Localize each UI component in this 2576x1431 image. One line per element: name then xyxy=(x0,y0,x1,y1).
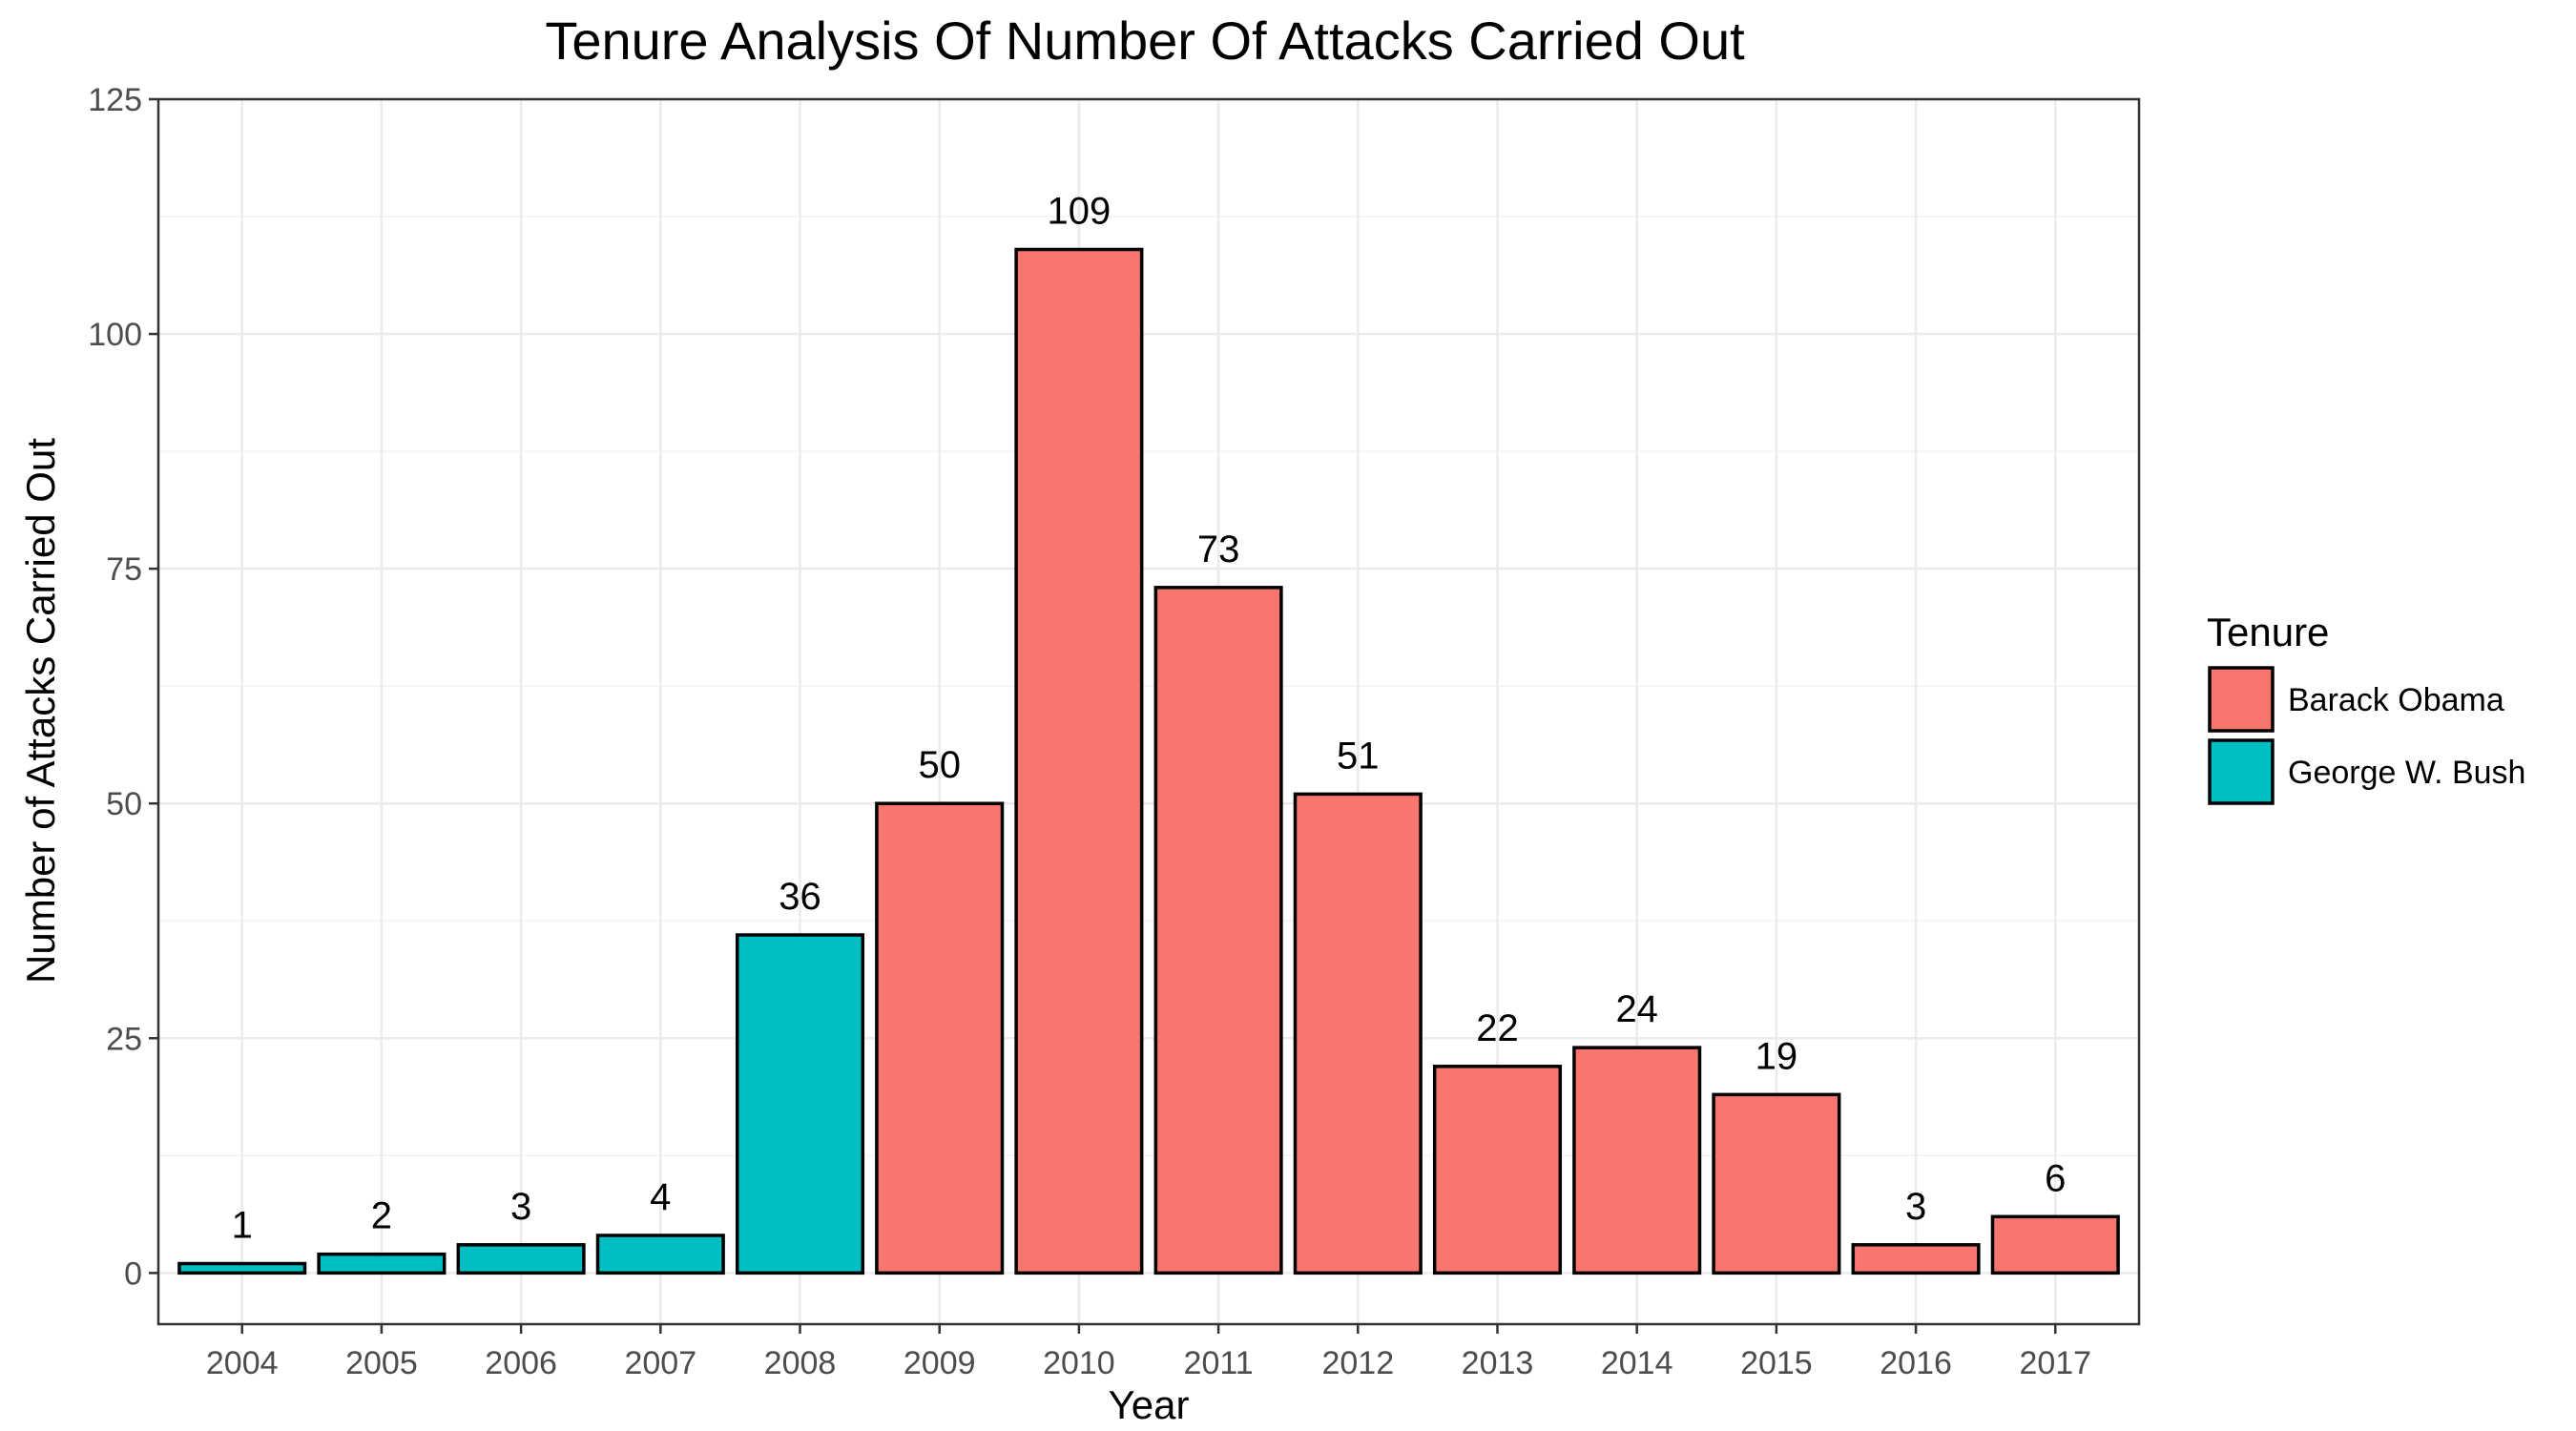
legend-title: Tenure xyxy=(2207,610,2329,654)
bar-2010 xyxy=(1014,247,1144,1275)
legend-key xyxy=(2208,738,2275,805)
bar-2008 xyxy=(735,933,865,1275)
bar-value-label: 109 xyxy=(1048,190,1111,232)
y-axis-title: Number of Attacks Carried Out xyxy=(18,438,63,984)
bar-2016 xyxy=(1851,1243,1981,1275)
bar-value-label: 1 xyxy=(232,1205,253,1247)
x-tick-label: 2011 xyxy=(1184,1345,1254,1381)
y-tick-label: 75 xyxy=(106,551,142,588)
bar-value-label: 2 xyxy=(371,1195,392,1237)
bar-value-label: 6 xyxy=(2045,1157,2066,1199)
bar-value-label: 3 xyxy=(1905,1186,1926,1228)
bar-value-label: 24 xyxy=(1615,988,1658,1030)
x-tick-label: 2015 xyxy=(1740,1345,1813,1381)
bar-2006 xyxy=(456,1243,586,1275)
bar-2011 xyxy=(1153,586,1283,1275)
x-tick-label: 2012 xyxy=(1321,1345,1394,1381)
bar-2014 xyxy=(1572,1046,1702,1275)
x-tick-label: 2010 xyxy=(1043,1345,1115,1381)
bar-value-label: 50 xyxy=(918,744,961,786)
chart-title: Tenure Analysis Of Number Of Attacks Car… xyxy=(545,10,1745,71)
bar-2017 xyxy=(1990,1214,2120,1275)
x-tick-label: 2014 xyxy=(1601,1345,1673,1381)
x-axis: 2004 2005 2006 2007 2008 2009 2010 2011 2012 2013… xyxy=(206,1324,2091,1381)
bar-value-label: 51 xyxy=(1337,735,1380,777)
x-tick-label: 2007 xyxy=(624,1345,696,1381)
x-axis-title: Year xyxy=(1109,1382,1190,1427)
bar-value-label: 3 xyxy=(510,1186,531,1228)
x-tick-label: 2017 xyxy=(2019,1345,2091,1381)
legend-items: Barack Obama George W. Bush xyxy=(2208,666,2525,805)
bar-value-label: 22 xyxy=(1476,1007,1519,1049)
x-tick-label: 2016 xyxy=(1880,1345,1952,1381)
legend-label: George W. Bush xyxy=(2288,755,2525,791)
y-axis: 0 25 50 75 100 125 xyxy=(88,82,158,1292)
y-tick-label: 125 xyxy=(88,82,142,118)
y-tick-label: 0 xyxy=(124,1255,142,1292)
x-tick-label: 2006 xyxy=(485,1345,557,1381)
bar-value-label: 36 xyxy=(779,876,821,918)
x-tick-label: 2008 xyxy=(764,1345,837,1381)
bar-value-label: 19 xyxy=(1755,1035,1798,1077)
x-tick-label: 2013 xyxy=(1462,1345,1534,1381)
bar-2005 xyxy=(317,1252,447,1275)
bar-value-label: 4 xyxy=(650,1176,671,1218)
bar-2012 xyxy=(1293,792,1423,1275)
bar-2007 xyxy=(595,1234,725,1275)
legend-key xyxy=(2208,666,2275,733)
y-tick-label: 50 xyxy=(106,786,142,822)
bar-2015 xyxy=(1712,1092,1841,1275)
y-tick-label: 25 xyxy=(106,1021,142,1057)
y-tick-label: 100 xyxy=(88,317,142,353)
bar-2009 xyxy=(875,801,1005,1275)
legend: Tenure Barack Obama George W. Bush xyxy=(2207,610,2525,805)
bar-value-label: 73 xyxy=(1197,529,1240,570)
x-tick-label: 2005 xyxy=(345,1345,418,1381)
bar-2013 xyxy=(1432,1065,1563,1275)
grid-minor xyxy=(158,216,2139,1157)
x-tick-label: 2009 xyxy=(904,1345,976,1381)
bar-2004 xyxy=(177,1261,307,1275)
legend-label: Barack Obama xyxy=(2288,682,2504,718)
x-tick-label: 2004 xyxy=(206,1345,279,1381)
panel-border xyxy=(156,97,2141,1326)
bars xyxy=(177,247,2120,1275)
grid-major xyxy=(158,97,2139,1324)
